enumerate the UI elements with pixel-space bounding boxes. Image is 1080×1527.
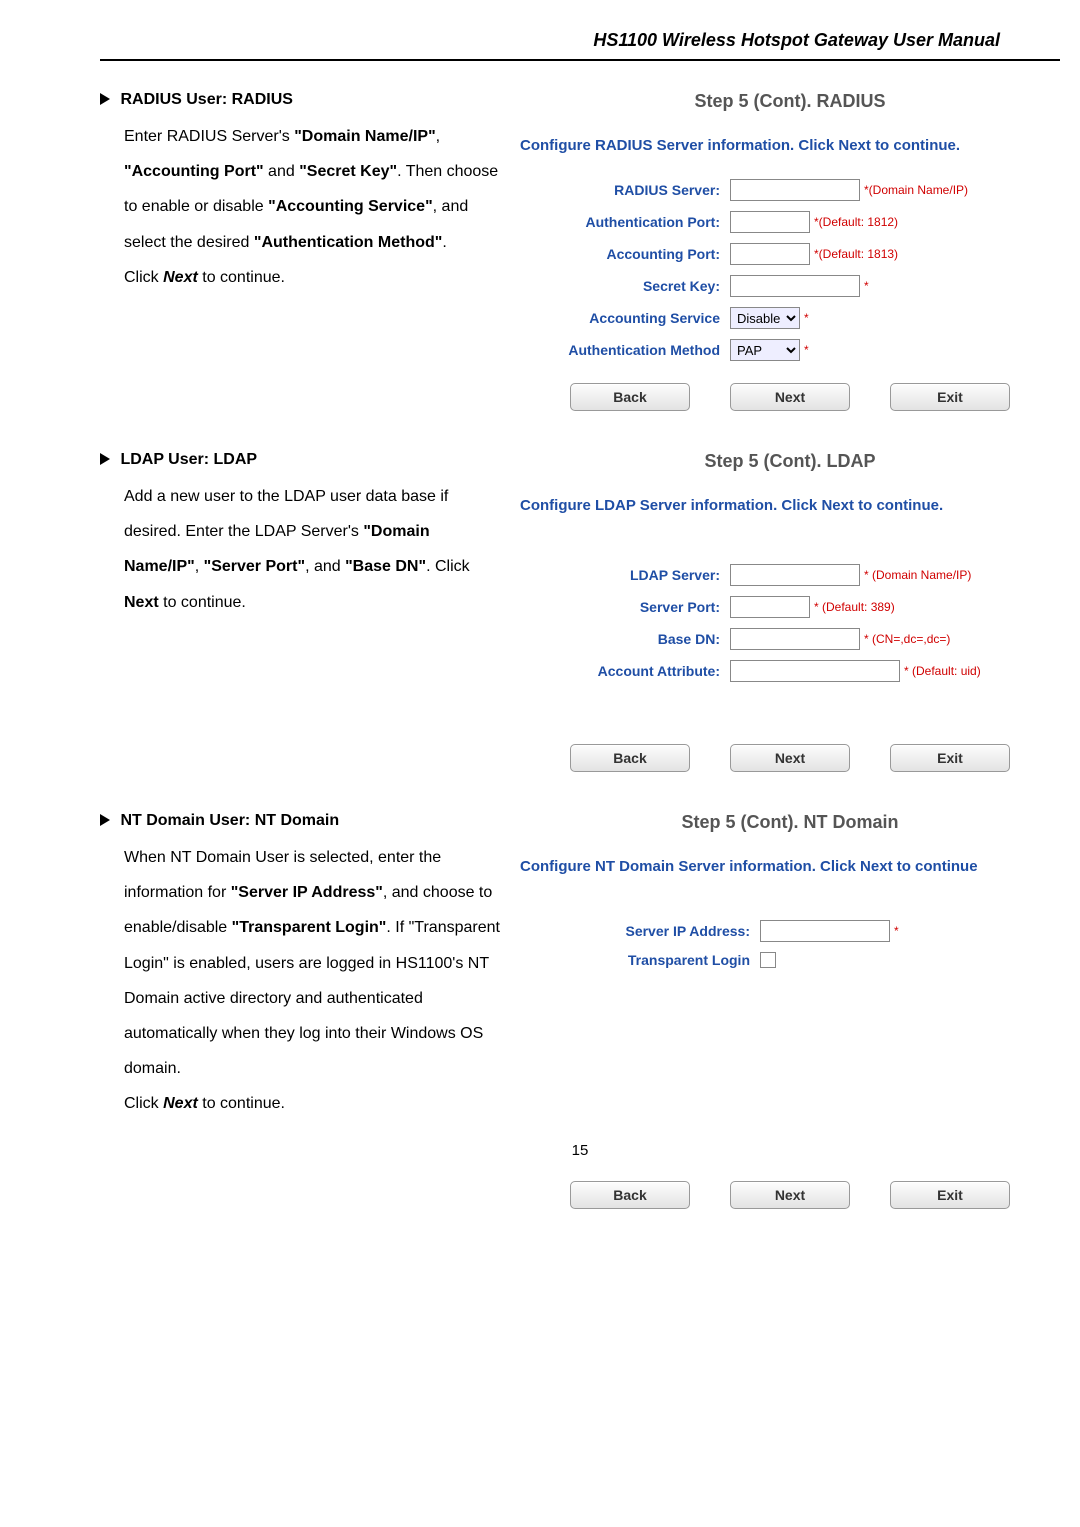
ldap-body: Add a new user to the LDAP user data bas… bbox=[100, 479, 500, 620]
nt-serverip-row: Server IP Address: * bbox=[520, 920, 1060, 942]
ldap-port-label: Server Port: bbox=[520, 599, 730, 615]
radius-exit-button[interactable]: Exit bbox=[890, 383, 1010, 411]
acct-port-input[interactable] bbox=[730, 243, 810, 265]
auth-method-select[interactable]: PAP bbox=[730, 339, 800, 361]
auth-port-row: Authentication Port: *(Default: 1812) bbox=[520, 211, 1060, 233]
ldap-configure-text: Configure LDAP Server information. Click… bbox=[520, 497, 1060, 514]
nt-next-button[interactable]: Next bbox=[730, 1181, 850, 1209]
secret-key-row: Secret Key: * bbox=[520, 275, 1060, 297]
header-rule bbox=[100, 59, 1060, 61]
radius-step-title: Step 5 (Cont). RADIUS bbox=[520, 91, 1060, 112]
nt-heading: NT Domain User: NT Domain bbox=[120, 812, 339, 829]
nt-button-row: Back Next Exit bbox=[520, 1181, 1060, 1209]
radius-server-input[interactable] bbox=[730, 179, 860, 201]
ldap-port-row: Server Port: * (Default: 389) bbox=[520, 596, 1060, 618]
acct-port-hint: *(Default: 1813) bbox=[814, 247, 898, 261]
nt-serverip-label: Server IP Address: bbox=[520, 923, 760, 939]
ldap-basedn-row: Base DN: * (CN=,dc=,dc=) bbox=[520, 628, 1060, 650]
radius-button-row: Back Next Exit bbox=[520, 383, 1060, 411]
nt-serverip-hint: * bbox=[894, 924, 899, 938]
secret-key-hint: * bbox=[864, 279, 869, 293]
nt-translogin-checkbox[interactable] bbox=[760, 952, 776, 968]
header-title: HS1100 Wireless Hotspot Gateway User Man… bbox=[100, 30, 1060, 51]
secret-key-label: Secret Key: bbox=[520, 278, 730, 294]
acct-service-hint: * bbox=[804, 311, 809, 325]
ldap-step-title: Step 5 (Cont). LDAP bbox=[520, 451, 1060, 472]
acct-port-label: Accounting Port: bbox=[520, 246, 730, 262]
ldap-heading-row: LDAP User: LDAP bbox=[100, 451, 500, 469]
ldap-acctattr-label: Account Attribute: bbox=[520, 663, 730, 679]
acct-service-select[interactable]: Disable bbox=[730, 307, 800, 329]
ldap-port-input[interactable] bbox=[730, 596, 810, 618]
nt-exit-button[interactable]: Exit bbox=[890, 1181, 1010, 1209]
bullet-arrow-icon bbox=[100, 814, 110, 826]
nt-serverip-input[interactable] bbox=[760, 920, 890, 942]
page-number: 15 bbox=[100, 1142, 1060, 1159]
radius-heading: RADIUS User: RADIUS bbox=[120, 91, 292, 108]
ldap-acctattr-input[interactable] bbox=[730, 660, 900, 682]
ldap-acctattr-hint: * (Default: uid) bbox=[904, 664, 981, 678]
nt-translogin-row: Transparent Login bbox=[520, 952, 1060, 968]
radius-configure-text: Configure RADIUS Server information. Cli… bbox=[520, 137, 1060, 154]
ldap-server-input[interactable] bbox=[730, 564, 860, 586]
nt-back-button[interactable]: Back bbox=[570, 1181, 690, 1209]
auth-port-hint: *(Default: 1812) bbox=[814, 215, 898, 229]
auth-method-row: Authentication Method PAP * bbox=[520, 339, 1060, 361]
ldap-exit-button[interactable]: Exit bbox=[890, 744, 1010, 772]
ldap-acctattr-row: Account Attribute: * (Default: uid) bbox=[520, 660, 1060, 682]
auth-method-hint: * bbox=[804, 343, 809, 357]
nt-heading-row: NT Domain User: NT Domain bbox=[100, 812, 500, 830]
radius-back-button[interactable]: Back bbox=[570, 383, 690, 411]
ldap-heading: LDAP User: LDAP bbox=[120, 451, 257, 468]
radius-next-button[interactable]: Next bbox=[730, 383, 850, 411]
bullet-arrow-icon bbox=[100, 93, 110, 105]
radius-heading-row: RADIUS User: RADIUS bbox=[100, 91, 500, 109]
auth-method-label: Authentication Method bbox=[520, 342, 730, 358]
radius-server-hint: *(Domain Name/IP) bbox=[864, 183, 968, 197]
ldap-next-button[interactable]: Next bbox=[730, 744, 850, 772]
ldap-basedn-input[interactable] bbox=[730, 628, 860, 650]
ldap-server-row: LDAP Server: * (Domain Name/IP) bbox=[520, 564, 1060, 586]
acct-port-row: Accounting Port: *(Default: 1813) bbox=[520, 243, 1060, 265]
radius-server-label: RADIUS Server: bbox=[520, 182, 730, 198]
nt-translogin-label: Transparent Login bbox=[520, 952, 760, 968]
nt-body: When NT Domain User is selected, enter t… bbox=[100, 840, 500, 1122]
radius-body: Enter RADIUS Server's "Domain Name/IP", … bbox=[100, 119, 500, 295]
ldap-back-button[interactable]: Back bbox=[570, 744, 690, 772]
ldap-basedn-label: Base DN: bbox=[520, 631, 730, 647]
ldap-server-hint: * (Domain Name/IP) bbox=[864, 568, 971, 582]
section-nt: NT Domain User: NT Domain When NT Domain… bbox=[100, 812, 1060, 1122]
bullet-arrow-icon bbox=[100, 453, 110, 465]
ldap-server-label: LDAP Server: bbox=[520, 567, 730, 583]
auth-port-label: Authentication Port: bbox=[520, 214, 730, 230]
ldap-button-row: Back Next Exit bbox=[520, 744, 1060, 772]
ldap-port-hint: * (Default: 389) bbox=[814, 600, 895, 614]
ldap-basedn-hint: * (CN=,dc=,dc=) bbox=[864, 632, 950, 646]
nt-step-title: Step 5 (Cont). NT Domain bbox=[520, 812, 1060, 833]
acct-service-label: Accounting Service bbox=[520, 310, 730, 326]
radius-server-row: RADIUS Server: *(Domain Name/IP) bbox=[520, 179, 1060, 201]
nt-configure-text: Configure NT Domain Server information. … bbox=[520, 858, 1060, 875]
acct-service-row: Accounting Service Disable * bbox=[520, 307, 1060, 329]
secret-key-input[interactable] bbox=[730, 275, 860, 297]
auth-port-input[interactable] bbox=[730, 211, 810, 233]
section-radius: RADIUS User: RADIUS Enter RADIUS Server'… bbox=[100, 91, 1060, 411]
section-ldap: LDAP User: LDAP Add a new user to the LD… bbox=[100, 451, 1060, 772]
